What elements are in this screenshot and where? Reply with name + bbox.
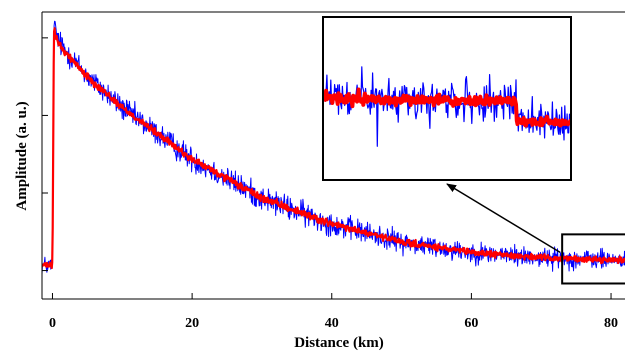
- x-tick-label-3: 60: [464, 316, 478, 331]
- inset-panel: [322, 16, 572, 181]
- x-tick-label-1: 20: [185, 316, 199, 331]
- plot-frame: [41, 11, 625, 300]
- x-tick-labels: 0 20 40 60 80: [49, 316, 618, 331]
- zoom-region-box: [561, 233, 625, 285]
- x-tick-label-2: 40: [325, 316, 339, 331]
- inset-frame: [322, 16, 572, 181]
- y-ticks: [42, 37, 48, 272]
- x-ticks: [51, 293, 612, 299]
- x-tick-label-4: 80: [604, 316, 618, 331]
- inset-red-line: [323, 87, 571, 128]
- y-axis-label: Amplitude (a. u.): [14, 101, 30, 210]
- zoom-arrow: [446, 183, 561, 254]
- plot-area: [42, 20, 625, 275]
- x-axis-label: Distance (km): [294, 335, 384, 351]
- x-tick-label-0: 0: [49, 316, 56, 331]
- series-red-line: [42, 27, 625, 270]
